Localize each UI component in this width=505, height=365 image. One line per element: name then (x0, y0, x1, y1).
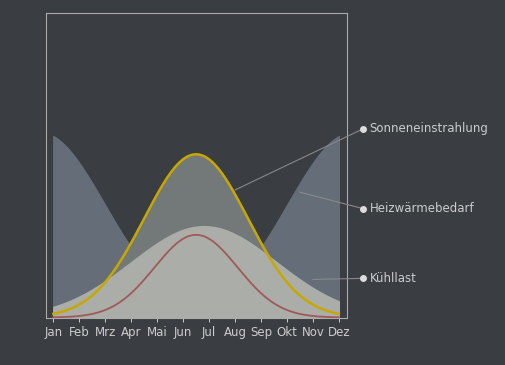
Text: Sonneneinstrahlung: Sonneneinstrahlung (369, 122, 487, 135)
Text: Heizwärmebedarf: Heizwärmebedarf (369, 202, 473, 215)
Text: Kühllast: Kühllast (369, 272, 416, 285)
